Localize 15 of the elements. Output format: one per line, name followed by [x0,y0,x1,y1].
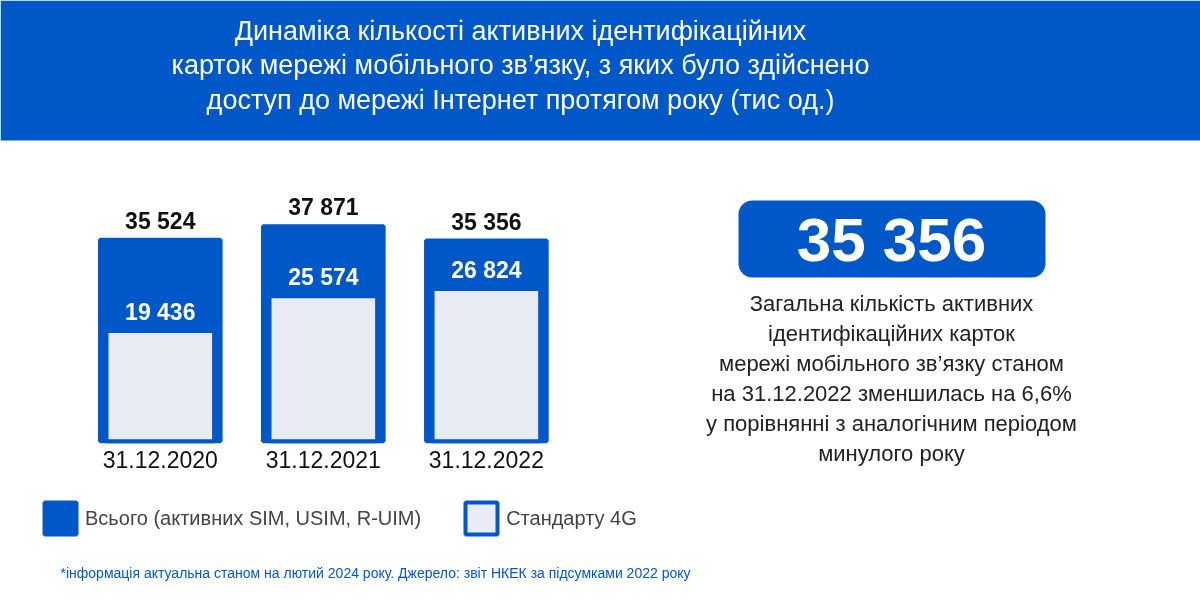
data-label: 35 356 [451,208,522,235]
data-label: 26 824 [451,257,522,284]
data-label: 37 871 [288,194,359,221]
text: *інформація актуальна станом на лютий 2024 року. Джерело: звіт НКЕК за підсумками 2022 року [60,564,691,581]
data-label: 25 574 [288,264,359,291]
x-tick-label: 31.12.2021 [265,447,381,474]
text: Загальна кількість активних ідентифікаційних карток мережі мобільного зв’язку станом на 31.12.2022 зменшилась на 6,6% у порівнянні з аналогічним періодом минулого року [706,290,1077,466]
chart-title: Динаміка кількості активних ідентифікаційних карток мережі мобільного зв’язку, з яких було здійснено доступ до мережі Інтернет протягом року (тис од.) [171,15,870,115]
legend-label: Стандарту 4G [506,506,637,530]
x-tick-label: 31.12.2020 [102,447,218,474]
legend-label: Всього (активних SIM, USIM, R-UIM) [85,506,422,530]
text: 35 356 [796,205,987,274]
data-label: 19 436 [125,298,196,325]
data-label: 35 524 [125,207,196,234]
x-tick-label: 31.12.2022 [428,447,544,474]
